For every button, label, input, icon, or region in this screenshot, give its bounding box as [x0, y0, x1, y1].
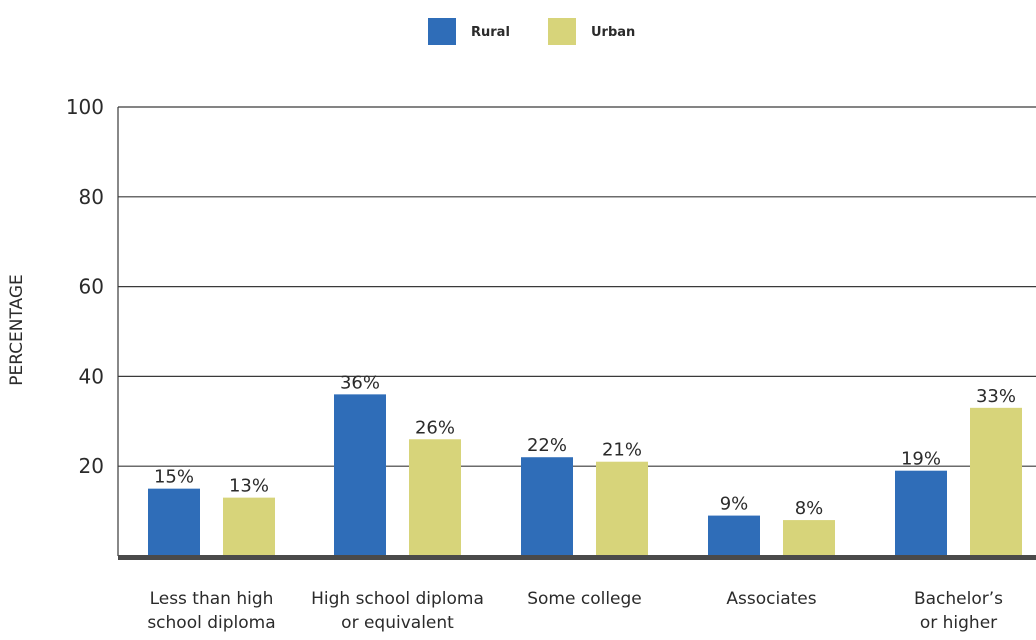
bar-rural-2	[521, 457, 573, 556]
category-labels: Less than high school diploma High school …	[147, 589, 1003, 633]
category-label-0: Less than high school diploma	[147, 589, 275, 633]
bar-rural-4	[895, 470, 947, 556]
data-label-urban-4: 33%	[976, 386, 1016, 407]
y-tick-label-80: 80	[79, 185, 104, 209]
baseline-bar	[118, 555, 1036, 560]
bar-urban-2	[596, 461, 648, 556]
data-label-urban-2: 21%	[602, 440, 642, 461]
y-axis-ticks: 20 40 60 80 100	[66, 95, 104, 478]
bars	[148, 394, 1022, 556]
category-label-1: High school diploma or equivalent	[311, 589, 484, 633]
x-axis-baseline	[118, 555, 1036, 560]
data-label-urban-1: 26%	[415, 417, 455, 438]
data-label-urban-3: 8%	[795, 498, 824, 519]
y-tick-label-60: 60	[79, 275, 104, 299]
bar-urban-4	[970, 407, 1022, 556]
y-axis-title: PERCENTAGE	[7, 274, 27, 386]
bar-rural-0	[148, 488, 200, 556]
category-label-2: Some college	[527, 589, 642, 609]
legend: Rural Urban	[428, 18, 635, 45]
data-label-urban-0: 13%	[229, 476, 269, 497]
data-label-rural-4: 19%	[901, 449, 941, 470]
legend-label-urban: Urban	[591, 25, 635, 40]
legend-label-rural: Rural	[471, 25, 510, 40]
data-label-rural-0: 15%	[154, 467, 194, 488]
y-tick-label-40: 40	[79, 364, 104, 388]
category-label-3: Associates	[726, 589, 816, 609]
bar-urban-1	[409, 439, 461, 556]
bar-urban-3	[783, 520, 835, 556]
y-tick-label-20: 20	[79, 454, 104, 478]
bar-rural-1	[334, 394, 386, 556]
bar-rural-3	[708, 515, 760, 556]
legend-swatch-urban	[548, 18, 576, 45]
data-label-rural-2: 22%	[527, 435, 567, 456]
data-label-rural-1: 36%	[340, 372, 380, 393]
bar-urban-0	[223, 497, 275, 556]
gridlines	[117, 106, 1036, 556]
category-label-4: Bachelor’s or higher	[914, 589, 1003, 633]
data-label-rural-3: 9%	[720, 494, 749, 515]
legend-swatch-rural	[428, 18, 456, 45]
y-tick-label-100: 100	[66, 95, 104, 119]
data-labels: 15% 13% 36% 26% 22% 21% 9% 8% 19% 33%	[154, 372, 1016, 519]
